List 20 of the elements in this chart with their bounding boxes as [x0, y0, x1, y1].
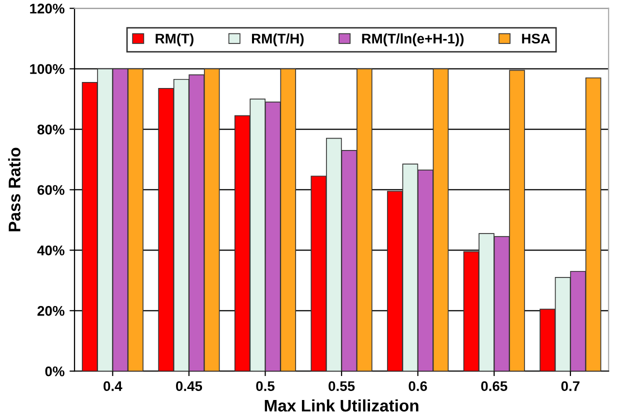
y-tick-label: 60% [38, 185, 64, 195]
y-axis-title: Pass Ratio [8, 148, 20, 232]
legend-label: RM(T) [156, 33, 194, 46]
x-tick-label: 0.45 [176, 381, 202, 392]
x-tick-label: 0.7 [561, 381, 580, 392]
legend-label: RM(T/H) [252, 33, 304, 46]
y-tick-label: 120% [30, 4, 64, 14]
y-tick-label: 20% [37, 306, 64, 316]
x-tick-label: 0.55 [328, 381, 355, 392]
x-axis-title: Max Link Utilization [264, 399, 418, 412]
x-tick-label: 0.6 [408, 381, 427, 392]
x-tick-label: 0.4 [104, 381, 122, 392]
y-tick-label: 100% [30, 64, 64, 74]
x-tick-label: 0.65 [481, 381, 508, 392]
legend-label: RM(T/ln(e+H-1)) [362, 33, 464, 46]
y-tick-label: 40% [37, 246, 64, 256]
legend-label: HSA [522, 34, 550, 44]
y-tick-label: 0% [45, 366, 64, 376]
y-tick-label: 80% [37, 124, 64, 134]
x-tick-label: 0.5 [256, 381, 275, 392]
